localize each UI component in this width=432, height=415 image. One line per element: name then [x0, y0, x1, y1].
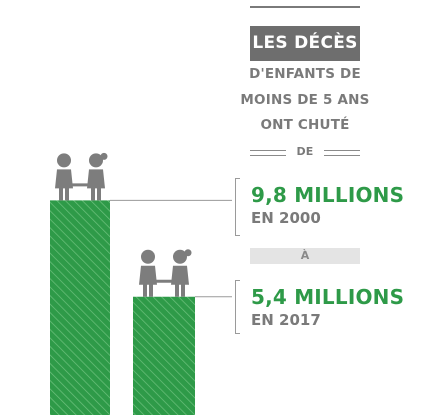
year-label-2017: EN 2017: [251, 311, 321, 329]
value-bracket-2: [235, 280, 240, 334]
value-label-2000: 9,8 MILLIONS: [251, 183, 405, 207]
subtitle-line-2: MOINS DE 5 ANS: [240, 92, 370, 108]
chart-title: LES DÉCÈS: [250, 26, 360, 61]
value-label-2017: 5,4 MILLIONS: [251, 285, 405, 309]
to-label: À: [250, 248, 360, 264]
value-bracket-1: [235, 178, 240, 236]
divider-line-left: [250, 150, 286, 156]
subtitle-line-3: ONT CHUTÉ: [260, 117, 350, 133]
child-pair-icon: [139, 249, 192, 297]
subtitle-line-1: D'ENFANTS DE: [249, 66, 361, 82]
bar-2000: [50, 200, 110, 415]
from-divider: DE: [250, 144, 360, 160]
year-label-2000: EN 2000: [251, 209, 321, 227]
divider-line-right: [324, 150, 360, 156]
from-label: DE: [296, 145, 314, 158]
bar-2017: [133, 296, 195, 415]
title-block: LES DÉCÈS: [250, 6, 360, 61]
child-pair-icon: [55, 152, 108, 201]
title-rule: [250, 6, 360, 8]
